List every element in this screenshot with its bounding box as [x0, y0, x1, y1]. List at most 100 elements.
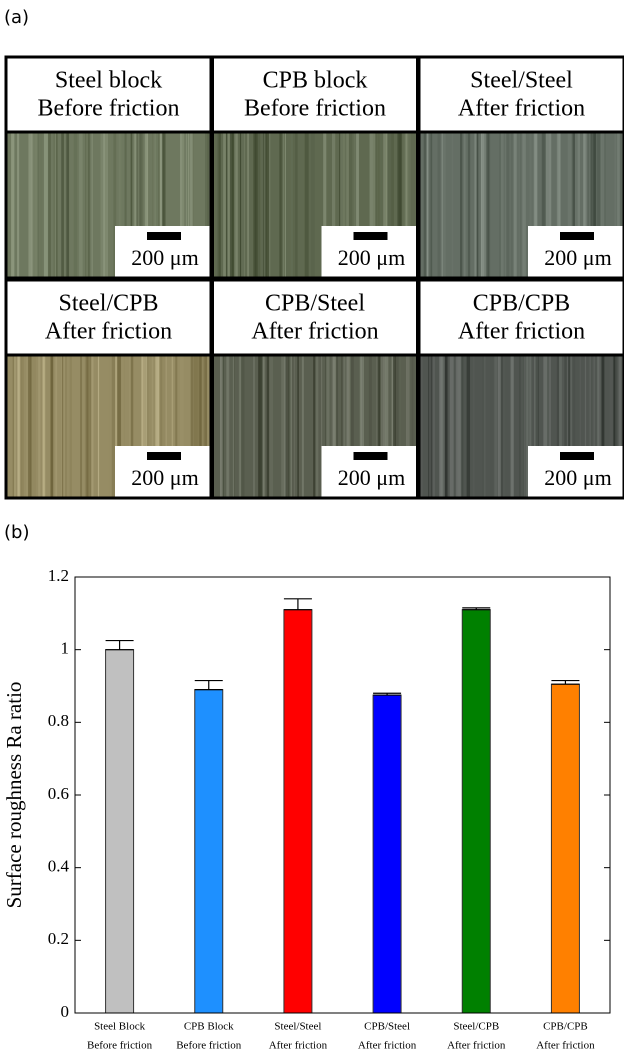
stripe: [179, 132, 184, 278]
stripe: [441, 355, 445, 498]
stripe: [519, 132, 522, 278]
stripe: [202, 355, 204, 498]
stripe: [600, 132, 605, 278]
stripe: [54, 132, 58, 278]
x-tick-label: CPB/Steel: [364, 1021, 410, 1033]
y-tick-label: 0.6: [48, 784, 69, 803]
stripe: [241, 132, 244, 278]
stripe: [297, 355, 299, 498]
stripe: [36, 132, 39, 278]
stripe: [227, 132, 230, 278]
stripe: [50, 355, 54, 498]
stripe: [247, 132, 249, 278]
stripe: [549, 132, 552, 278]
stripe: [474, 132, 477, 278]
panel-label: (a): [4, 7, 29, 28]
stripe: [519, 355, 524, 498]
stripe: [405, 355, 410, 498]
plot-frame: [74, 576, 611, 1014]
stripe: [115, 355, 117, 498]
x-tick-label: CPB/CPB: [543, 1021, 588, 1033]
stripe: [577, 132, 580, 278]
stripe: [48, 132, 51, 278]
stripe: [171, 355, 173, 498]
stripe: [179, 355, 184, 498]
stripe: [572, 132, 575, 278]
stripe: [528, 132, 532, 278]
stripe: [100, 132, 105, 278]
stripe: [233, 132, 238, 278]
stripe: [388, 132, 392, 278]
stripe: [472, 355, 475, 498]
bar: [372, 694, 402, 1014]
stripe: [378, 132, 382, 278]
stripe: [106, 132, 108, 278]
stripe: [232, 355, 235, 498]
stripe: [88, 132, 90, 278]
stripe: [556, 132, 558, 278]
stripe: [12, 355, 17, 498]
stripe: [567, 132, 572, 278]
label-box: [6, 280, 211, 355]
stripe: [161, 355, 165, 498]
stripe: [225, 132, 228, 278]
label-box: [6, 57, 211, 132]
stripe: [477, 132, 479, 278]
stripe: [510, 355, 514, 498]
x-tick-label: CPB Block: [184, 1021, 234, 1033]
stripe: [564, 355, 567, 498]
stripe: [419, 355, 422, 498]
stripe: [476, 132, 478, 278]
stripe: [108, 355, 110, 498]
stripe: [145, 132, 149, 278]
stripe: [17, 132, 20, 278]
stripe: [568, 355, 571, 498]
stripe: [134, 132, 138, 278]
stripe: [310, 132, 315, 278]
stripe: [336, 355, 339, 498]
stripe: [61, 132, 64, 278]
stripe: [449, 355, 454, 498]
stripe: [382, 355, 386, 498]
stripe: [313, 355, 317, 498]
stripe: [541, 132, 545, 278]
stripe: [421, 355, 423, 498]
stripe: [527, 355, 530, 498]
stripe: [231, 132, 235, 278]
stripe: [162, 132, 166, 278]
stripe: [488, 132, 491, 278]
stripe: [86, 355, 89, 498]
stripe: [405, 132, 408, 278]
stripe: [111, 355, 116, 498]
y-axis-label: Surface roughness Ra ratio: [2, 682, 26, 909]
stripe: [85, 132, 89, 278]
stripe: [193, 355, 198, 498]
stripe: [368, 355, 372, 498]
stripe: [304, 132, 309, 278]
x-tick-label: Steel/CPB: [453, 1021, 499, 1033]
stripe: [103, 132, 105, 278]
tile-label: After friction: [458, 319, 585, 345]
stripe: [548, 355, 551, 498]
scale-bar: [147, 232, 181, 240]
stripe: [12, 355, 15, 498]
stripe: [198, 355, 202, 498]
stripe: [143, 132, 146, 278]
stripe: [383, 132, 388, 278]
stripe: [269, 355, 274, 498]
stripe: [229, 132, 231, 278]
stripe: [84, 355, 87, 498]
stripe: [190, 355, 194, 498]
stripe: [66, 132, 69, 278]
stripe: [281, 355, 285, 498]
stripe: [427, 132, 430, 278]
scale-bar: [353, 232, 388, 240]
stripe: [160, 132, 163, 278]
stripe: [375, 132, 379, 278]
stripe: [79, 132, 83, 278]
bar: [283, 609, 313, 1014]
stripe: [500, 132, 504, 278]
stripe: [96, 355, 99, 498]
